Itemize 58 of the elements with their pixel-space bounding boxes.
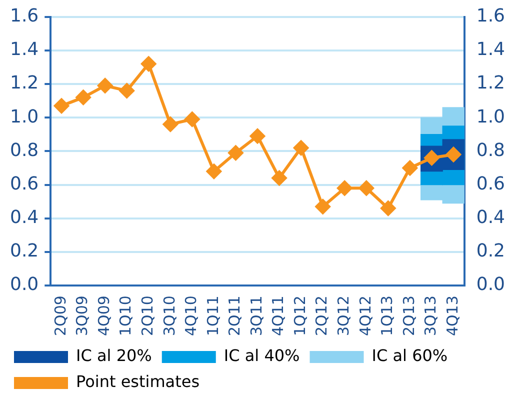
x-tick-label: 2Q11 [226,296,244,336]
point [250,128,265,144]
y2-tick-label: 1.0 [476,106,506,128]
point [141,56,156,72]
y2-tick-label: 0.2 [476,240,506,262]
x-tick-label: 2Q13 [400,296,418,336]
y2-tick-label: 1.4 [476,39,506,60]
y-tick-label: 0.0 [10,274,39,296]
point [184,112,200,127]
legend-label: IC al 20% [76,346,152,366]
y2-tick-label: 0.0 [476,274,506,296]
x-tick-label: 1Q12 [290,296,309,336]
x-tick-label: 4Q11 [269,296,288,336]
y-tick-label: 1.2 [10,72,39,94]
x-tick-label: 1Q11 [204,296,222,336]
x-tick-label: 3Q13 [422,296,440,336]
y2-tick-label: 1.6 [476,5,506,26]
point [98,78,113,94]
legend-label: IC al 60% [372,346,448,366]
x-tick-label: 4Q12 [356,296,374,336]
point [54,98,70,114]
x-tick-label: 3Q11 [247,296,266,336]
y2-tick-label: 0.8 [476,140,506,161]
y-tick-label: 1.0 [10,106,39,128]
y2-tick-label: 1.2 [476,72,506,94]
x-tick-label: 4Q13 [443,296,462,336]
point [380,200,396,216]
y2-tick-label: 0.6 [476,173,506,194]
x-tick-label: 1Q13 [378,296,396,336]
x-tick-label: 4Q10 [182,296,200,336]
point [119,83,134,98]
x-tick-label: 3Q10 [160,296,178,336]
point [162,116,178,132]
x-tick-label: 1Q10 [116,296,135,336]
y2-tick-label: 0.4 [476,207,506,228]
y-tick-label: 1.4 [10,39,39,60]
point [402,160,418,176]
x-tick-label: 2Q12 [312,296,331,336]
x-tick-label: 2Q09 [51,296,70,336]
point [228,145,244,160]
legend-label: IC al 40% [224,346,300,366]
point [358,180,374,196]
y-tick-label: 0.6 [10,173,39,194]
point [206,164,222,179]
y-tick-label: 1.6 [10,5,39,26]
x-tick-label: 2Q10 [138,296,157,336]
point [315,199,330,214]
y-tick-label: 0.4 [10,207,39,228]
point [272,170,287,186]
point [294,140,309,156]
legend-label: Point estimates [76,372,200,392]
y-tick-label: 0.8 [10,140,39,161]
point [337,180,352,196]
point [76,90,91,105]
x-tick-label: 4Q09 [94,296,113,336]
x-tick-label: 3Q09 [73,296,92,336]
y-tick-label: 0.2 [10,240,39,262]
x-tick-label: 3Q12 [334,296,352,336]
